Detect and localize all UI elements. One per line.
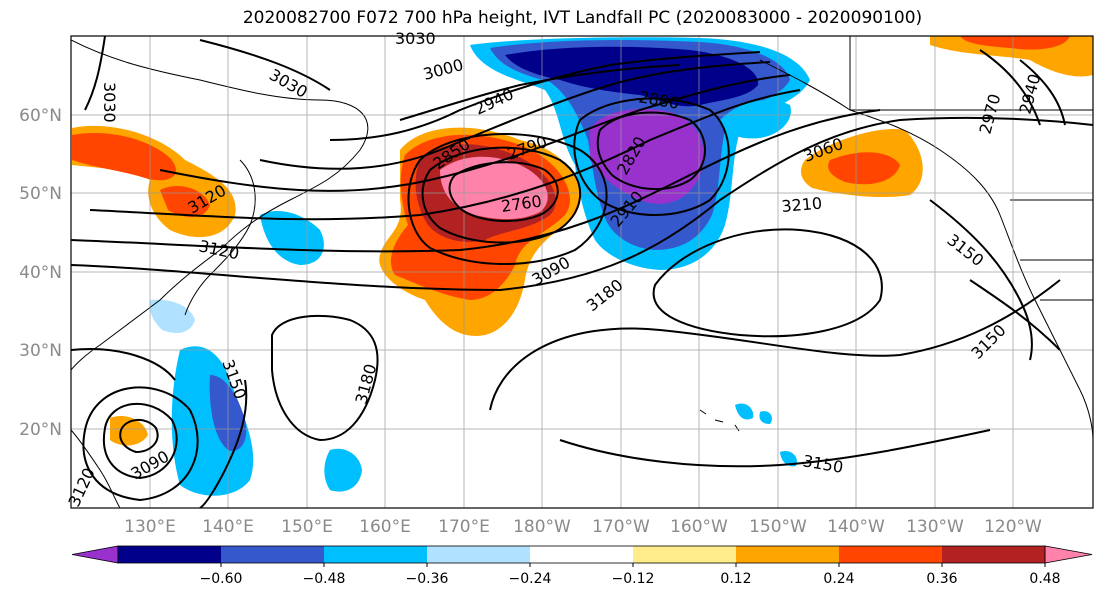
colorbar-bin xyxy=(530,546,634,563)
map-frame xyxy=(70,35,1094,509)
lat-label: 60°N xyxy=(19,106,62,126)
contour-label: 3030 xyxy=(395,29,436,48)
lat-label: 20°N xyxy=(19,420,62,440)
colorbar-ticks: −0.60 −0.48 −0.36 −0.24 −0.12 0.12 0.24 0.36 0.4… xyxy=(200,563,1061,587)
lat-label: 30°N xyxy=(19,341,62,361)
latitude-labels: 60°N 50°N 40°N 30°N 20°N xyxy=(19,106,62,440)
colorbar-bin xyxy=(324,546,428,563)
contour-label: 3030 xyxy=(100,82,119,123)
colorbar-bin xyxy=(427,546,531,563)
lat-label: 50°N xyxy=(19,184,62,204)
colorbar-tick-label: −0.48 xyxy=(303,571,346,587)
lon-label: 180°W xyxy=(513,517,571,537)
lat-label: 40°N xyxy=(19,263,62,283)
lon-label: 150°E xyxy=(281,517,333,537)
colorbar-extend-low xyxy=(71,545,119,564)
lon-label: 140°E xyxy=(202,517,254,537)
colorbar-tick-label: −0.12 xyxy=(612,571,655,587)
lon-label: 150°W xyxy=(749,517,807,537)
colorbar-tick-label: −0.24 xyxy=(509,571,552,587)
lon-label: 170°E xyxy=(438,517,490,537)
coastlines xyxy=(71,36,1093,508)
colorbar-bin xyxy=(221,546,325,563)
lon-label: 160°E xyxy=(359,517,411,537)
colorbar-tick-label: −0.36 xyxy=(406,571,449,587)
colorbar-tick-label: −0.60 xyxy=(200,571,243,587)
contour-label: 3210 xyxy=(781,194,823,216)
colorbar-tick-label: 0.48 xyxy=(1029,571,1060,587)
height-contours xyxy=(71,36,1093,508)
lon-label: 140°W xyxy=(827,517,885,537)
lon-label: 130°E xyxy=(124,517,176,537)
colorbar-bin xyxy=(736,546,840,563)
colorbar-tick-label: 0.12 xyxy=(720,571,751,587)
colorbar-bin xyxy=(633,546,737,563)
colorbar-extend-high xyxy=(1044,545,1093,564)
longitude-labels: 130°E 140°E 150°E 160°E 170°E 180°W 170°… xyxy=(124,517,1042,537)
lon-label: 170°W xyxy=(592,517,650,537)
colorbar-bin xyxy=(118,546,222,563)
colorbar-bin xyxy=(839,546,943,563)
map-panel: 3030 3030 3030 3000 2940 2880 2850 2790 … xyxy=(19,29,1094,537)
colorbar-swatches xyxy=(71,545,1093,564)
map-title: 2020082700 F072 700 hPa height, IVT Land… xyxy=(242,8,923,28)
colorbar-tick-label: 0.36 xyxy=(926,571,957,587)
lon-label: 160°W xyxy=(670,517,728,537)
lon-label: 120°W xyxy=(984,517,1042,537)
colorbar-bin xyxy=(942,546,1046,563)
lon-label: 130°W xyxy=(906,517,964,537)
colorbar-tick-label: 0.24 xyxy=(823,571,854,587)
